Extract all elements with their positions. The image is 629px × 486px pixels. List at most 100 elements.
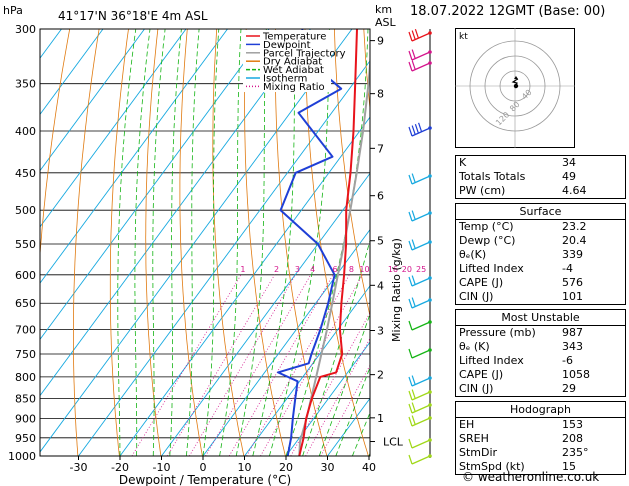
pressure-tick-label: 450 — [15, 167, 36, 180]
wind-barb-feather — [408, 390, 413, 401]
wet-adiabat-line — [117, 29, 137, 456]
mixing-ratio-label: 10 — [359, 265, 369, 274]
dry-adiabat-line — [109, 29, 129, 456]
dry-adiabat-line — [212, 29, 245, 456]
mu-row: Lifted Index -6 — [459, 354, 573, 367]
mixing-ratio-label: 25 — [416, 265, 426, 274]
wind-barb-feather — [408, 240, 413, 251]
pressure-tick-label: 600 — [15, 269, 36, 282]
date-label: 18.07.2022 12GMT (Base: 00) — [410, 4, 606, 19]
wind-barb-feather — [411, 30, 416, 40]
hodo-row: EH 153 — [459, 418, 583, 431]
pressure-tick-label: 650 — [15, 297, 36, 310]
mixing-ratio-line — [167, 274, 275, 456]
legend-label: Temperature — [262, 32, 326, 43]
km-tick-label: 7 — [377, 142, 384, 155]
temperature-line — [298, 29, 358, 456]
wet-adiabat-line — [152, 29, 166, 456]
mu-row: CAPE (J) 1058 — [459, 368, 590, 381]
wind-barb-feather — [408, 416, 413, 427]
km-tick-label: 8 — [377, 88, 384, 101]
dry-adiabat-line — [304, 29, 369, 456]
isotherm-line — [161, 172, 370, 456]
legend-label: Dewpoint — [263, 40, 311, 51]
isotherm-line — [202, 228, 370, 456]
km-tick-label: 6 — [377, 190, 384, 203]
isotherm-line — [285, 341, 370, 456]
pressure-tick-label: 700 — [15, 324, 36, 337]
dewpoint-line — [277, 29, 343, 456]
hodograph-kt-label: kt — [459, 32, 468, 42]
km-tick-label: 1 — [377, 412, 384, 425]
hodo-row: SREH 208 — [459, 432, 583, 445]
wind-barb-feather — [414, 124, 419, 134]
wind-barb-feather — [408, 174, 413, 185]
x-tick-label: -20 — [111, 461, 129, 474]
surface-row: Temp (°C) 23.2 — [459, 220, 587, 233]
mixing-ratio-label: 8 — [349, 265, 354, 274]
wind-barb-feather — [411, 297, 416, 307]
mu-row: θₑ (K) 343 — [459, 340, 583, 353]
x-axis-label: Dewpoint / Temperature (°C) — [119, 473, 291, 486]
index-row: Totals Totals 49 — [459, 170, 576, 183]
x-tick-label: 10 — [238, 461, 252, 474]
pressure-tick-label: 500 — [15, 204, 36, 217]
dry-adiabat-line — [145, 29, 162, 456]
wind-barb-feather — [411, 210, 416, 220]
wind-barb-feather — [408, 454, 413, 465]
wet-adiabat-line — [269, 29, 330, 456]
hodograph-title: Hodograph — [456, 402, 625, 418]
pressure-tick-label: 800 — [15, 371, 36, 384]
wet-adiabat-line — [302, 238, 370, 456]
mu-row: CIN (J) 29 — [459, 382, 576, 395]
mixing-ratio-line — [205, 274, 312, 456]
wind-barb-feather — [411, 389, 416, 399]
wind-barb-feather — [408, 298, 413, 309]
wind-barb-feather — [408, 376, 413, 387]
mixing-ratio-label: 20 — [402, 265, 412, 274]
parcel-trajectory-line — [298, 51, 370, 456]
mixing-ratio-line — [246, 274, 350, 456]
surface-row: θₑ(K) 339 — [459, 248, 583, 261]
wind-barb-feather — [411, 402, 416, 412]
mixing-ratio-axis-label: Mixing Ratio (g/kg) — [390, 238, 403, 342]
km-tick-label: 9 — [377, 35, 384, 48]
surface-title: Surface — [456, 204, 625, 220]
hodograph-block: Hodograph EH 153 SREH 208 StmDir 235° StmSp… — [455, 401, 626, 475]
dry-adiabat-line — [179, 29, 203, 456]
storm-motion-marker — [513, 83, 519, 89]
index-row: K 34 — [459, 156, 576, 169]
general-indices: K 34 Totals Totals 49 PW (cm) 4.64 — [455, 155, 626, 199]
wet-adiabat-line — [252, 29, 296, 456]
wind-barb-feather — [408, 31, 413, 42]
wet-adiabat-line — [202, 29, 220, 456]
pressure-tick-label: 400 — [15, 125, 36, 138]
hodograph-plot: kt 40 80 120 — [455, 28, 575, 148]
pressure-tick-label: 850 — [15, 392, 36, 405]
x-tick-label: 20 — [279, 461, 293, 474]
wind-barb-icon — [411, 349, 431, 359]
wind-barb-feather — [418, 122, 423, 132]
isotherm-line — [40, 29, 270, 341]
isotherm-line — [40, 29, 187, 228]
wind-barb-feather — [411, 275, 416, 285]
wind-barb-feather — [411, 60, 416, 70]
background-lines — [40, 29, 370, 456]
wet-adiabat-line — [169, 29, 182, 456]
km-tick-label: 3 — [377, 325, 384, 338]
pressure-tick-label: 750 — [15, 348, 36, 361]
dry-adiabat-line — [334, 29, 370, 318]
credit-label: © weatheronline.co.uk — [462, 470, 600, 484]
wind-barb-icon — [411, 439, 431, 449]
isotherm-line — [40, 29, 228, 284]
mixing-ratio-label: 4 — [310, 265, 315, 274]
surface-row: Lifted Index -4 — [459, 262, 573, 275]
dry-adiabat-line — [244, 29, 286, 456]
km-tick-label: 4 — [377, 279, 384, 292]
x-tick-label: 0 — [200, 461, 207, 474]
wind-barb-feather — [408, 126, 413, 137]
dry-adiabat-line — [274, 29, 328, 456]
wind-barb-feather — [411, 375, 416, 385]
pressure-tick-label: 1000 — [8, 450, 36, 463]
wind-barb-feather — [411, 173, 416, 183]
